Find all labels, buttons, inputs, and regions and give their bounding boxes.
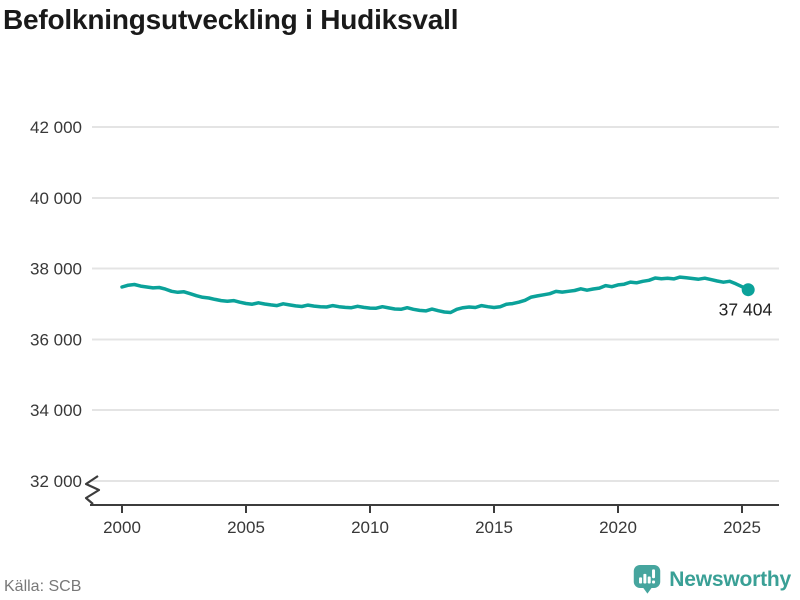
x-axis-label: 2020 — [599, 518, 637, 537]
y-axis-label: 38 000 — [30, 260, 82, 279]
chart-title: Befolkningsutveckling i Hudiksvall — [3, 4, 459, 35]
x-axis-label: 2005 — [227, 518, 265, 537]
newsworthy-wordmark: Newsworthy — [669, 568, 791, 591]
axis-break-icon — [84, 475, 101, 505]
y-axis-label: 32 000 — [30, 472, 82, 491]
x-axis-label: 2000 — [103, 518, 141, 537]
population-line-chart: 42 000 40 000 38 000 36 000 34 000 32 000 2000… — [30, 118, 779, 537]
y-axis-label: 40 000 — [30, 189, 82, 208]
end-value-label: 37 404 — [719, 300, 773, 320]
x-axis-label: 2010 — [351, 518, 389, 537]
y-axis-label: 36 000 — [30, 330, 82, 349]
population-line — [120, 275, 750, 315]
y-axis-label: 42 000 — [30, 118, 82, 137]
x-axis-label: 2015 — [475, 518, 513, 537]
newsworthy-bubble-chart-icon — [634, 565, 661, 594]
y-axis-label: 34 000 — [30, 401, 82, 420]
newsworthy-logo[interactable]: Newsworthy — [632, 563, 791, 597]
source-note: Källa: SCB — [4, 578, 82, 595]
x-axis-label: 2025 — [723, 518, 761, 537]
end-point-marker — [741, 283, 755, 297]
